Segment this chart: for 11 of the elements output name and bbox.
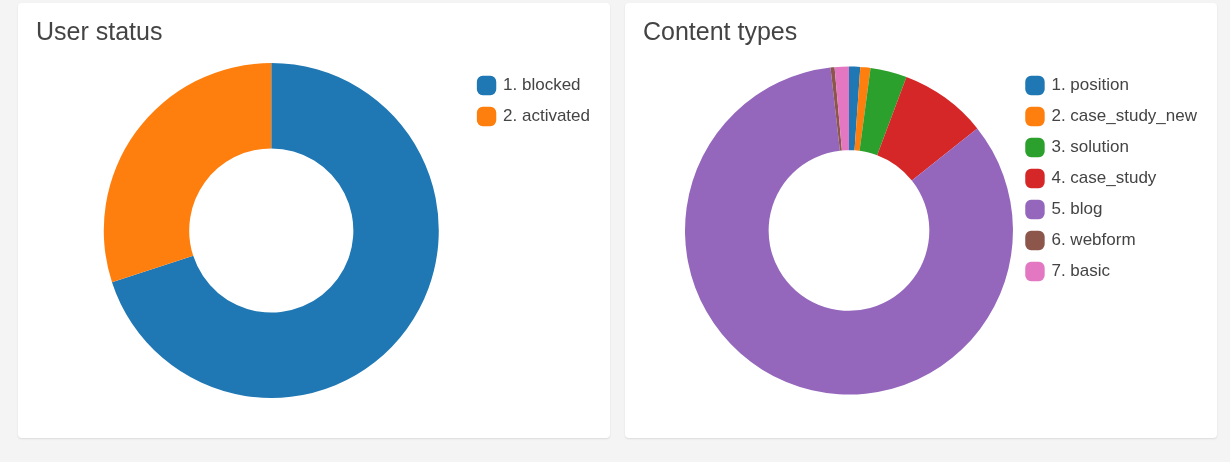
- legend-label: 2. case_study_new: [1051, 106, 1198, 126]
- legend-label: 2. activated: [503, 106, 591, 126]
- legend-label: 4. case_study: [1051, 168, 1157, 188]
- legend-label: 5. blog: [1051, 199, 1103, 219]
- chart-title: Content types: [643, 17, 798, 46]
- legend-label: 6. webform: [1051, 230, 1136, 250]
- legend-label: 7. basic: [1051, 261, 1111, 281]
- legend-label: 1. position: [1051, 75, 1129, 95]
- chart-title: User status: [36, 17, 163, 46]
- legend-label: 1. blocked: [503, 75, 581, 95]
- legend-label: 3. solution: [1051, 137, 1129, 157]
